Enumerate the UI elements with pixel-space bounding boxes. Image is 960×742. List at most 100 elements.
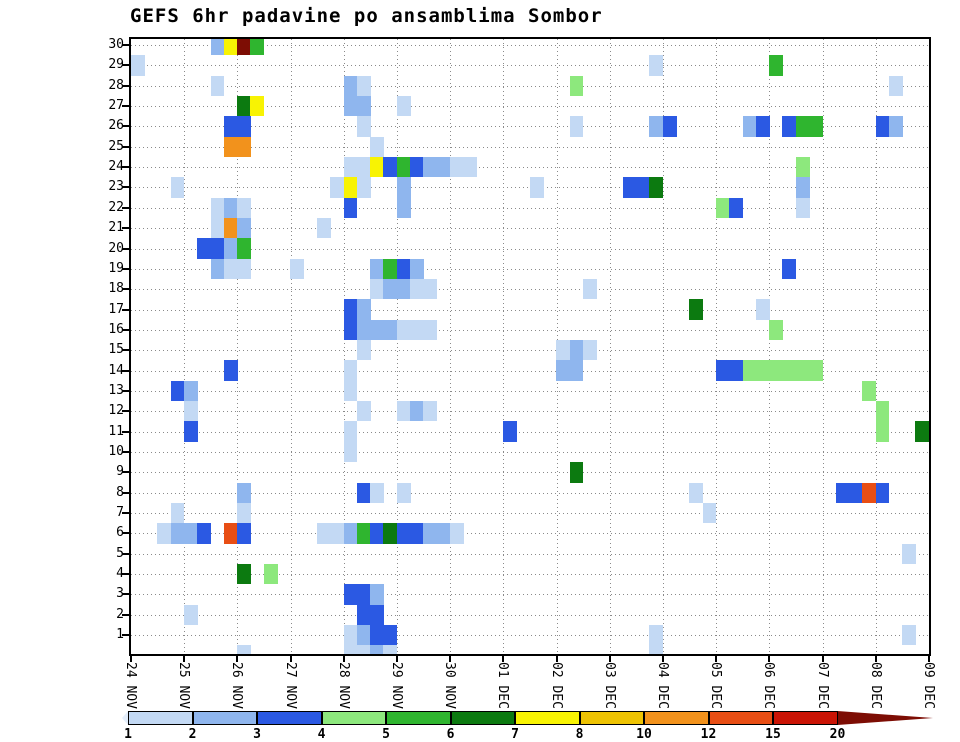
y-tick-label: 2 <box>116 606 124 622</box>
y-tick-label: 11 <box>108 423 124 439</box>
heatmap-cell <box>782 258 797 280</box>
x-tick-label: 29 NOV <box>389 662 404 709</box>
x-tick-mark <box>928 656 930 662</box>
heatmap-cell <box>370 645 384 654</box>
heatmap-cell <box>316 217 331 239</box>
heatmap-cell <box>649 177 664 198</box>
x-tick-label: 24 NOV <box>123 662 138 709</box>
heatmap-cell <box>237 136 251 157</box>
colorbar-tick-label: 7 <box>511 727 519 742</box>
colorbar-segment <box>128 711 193 725</box>
gridline-horizontal <box>131 65 929 67</box>
y-tick-label: 3 <box>116 586 124 602</box>
heatmap-cell <box>223 136 238 157</box>
heatmap-cell <box>237 116 251 137</box>
colorbar-tick-label: 20 <box>829 727 846 742</box>
heatmap-cell <box>370 604 384 625</box>
heatmap-cell <box>316 523 331 544</box>
gridline-horizontal <box>131 146 929 148</box>
colorbar-tick-label: 8 <box>575 727 584 742</box>
y-tick-mark <box>122 389 129 392</box>
heatmap-cell <box>795 116 810 137</box>
heatmap-cell <box>729 197 744 218</box>
heatmap-cell <box>210 217 225 239</box>
heatmap-cell <box>662 116 677 137</box>
heatmap-cell <box>396 523 411 544</box>
heatmap-cell <box>210 75 225 96</box>
heatmap-cell <box>343 645 358 654</box>
colorbar-segment <box>579 711 644 725</box>
heatmap-cell <box>356 523 371 544</box>
x-tick-mark <box>183 656 186 662</box>
heatmap-cell <box>862 482 877 503</box>
heatmap-cell <box>649 116 664 137</box>
heatmap-cell <box>356 624 371 646</box>
heatmap-cell <box>356 401 371 422</box>
heatmap-cell <box>356 95 371 117</box>
gridline-horizontal <box>131 513 929 515</box>
colorbar <box>122 711 933 725</box>
heatmap-cell <box>396 197 411 218</box>
heatmap-cell <box>423 523 438 544</box>
heatmap-cell <box>356 156 371 178</box>
gridline-horizontal <box>131 85 929 87</box>
y-tick-label: 10 <box>108 444 124 459</box>
y-tick-mark <box>122 349 129 352</box>
heatmap-cell <box>396 279 411 300</box>
heatmap-cell <box>782 360 797 381</box>
gridline-vertical <box>184 39 186 654</box>
y-tick-mark <box>122 430 129 433</box>
y-tick-mark <box>122 613 129 616</box>
y-tick-mark <box>122 410 129 413</box>
y-tick-label: 14 <box>108 362 124 378</box>
heatmap-cell <box>742 360 757 381</box>
gridline-horizontal <box>131 268 929 270</box>
heatmap-cell <box>170 523 185 544</box>
heatmap-cell <box>582 340 597 361</box>
heatmap-cell <box>210 39 225 56</box>
heatmap-cell <box>356 584 371 605</box>
heatmap-cell <box>875 401 890 422</box>
colorbar-tick-label: 5 <box>382 727 390 742</box>
y-tick-mark <box>122 64 129 67</box>
heatmap-cell <box>210 258 225 280</box>
x-tick-label: 08 DEC <box>867 662 883 709</box>
x-tick-label: 26 NOV <box>229 662 245 709</box>
x-tick-label: 07 DEC <box>814 662 830 709</box>
heatmap-cell <box>370 319 384 341</box>
heatmap-cell <box>183 380 198 402</box>
heatmap-cell <box>809 116 823 137</box>
heatmap-cell <box>410 258 424 280</box>
gridline-horizontal <box>131 248 929 250</box>
heatmap-cell <box>715 197 730 218</box>
y-tick-label: 9 <box>116 464 124 480</box>
colorbar-segment <box>773 711 838 725</box>
y-tick-mark <box>122 634 129 637</box>
gridline-horizontal <box>131 492 929 494</box>
y-tick-label: 23 <box>108 179 124 195</box>
y-tick-label: 20 <box>108 240 124 256</box>
heatmap-cell <box>250 39 265 56</box>
gridline-horizontal <box>131 411 929 413</box>
y-tick-mark <box>122 451 129 453</box>
heatmap-cell <box>423 401 438 422</box>
x-tick-mark <box>502 656 505 662</box>
heatmap-cell <box>343 197 358 218</box>
colorbar-tick-label: 1 <box>124 727 132 742</box>
heatmap-cell <box>795 360 810 381</box>
y-tick-label: 29 <box>108 57 124 73</box>
heatmap-cell <box>263 563 278 585</box>
gridline-horizontal <box>131 431 929 433</box>
heatmap-cell <box>343 360 358 381</box>
gridline-vertical <box>716 39 718 654</box>
gridline-vertical <box>397 39 398 654</box>
heatmap-cell <box>383 319 398 341</box>
colorbar-segment <box>386 711 451 725</box>
y-tick-label: 24 <box>108 159 124 175</box>
heatmap-cell <box>343 380 358 402</box>
y-tick-label: 17 <box>108 301 124 317</box>
heatmap-cell <box>237 502 251 524</box>
y-tick-mark <box>122 471 129 474</box>
heatmap-cell <box>742 116 757 137</box>
